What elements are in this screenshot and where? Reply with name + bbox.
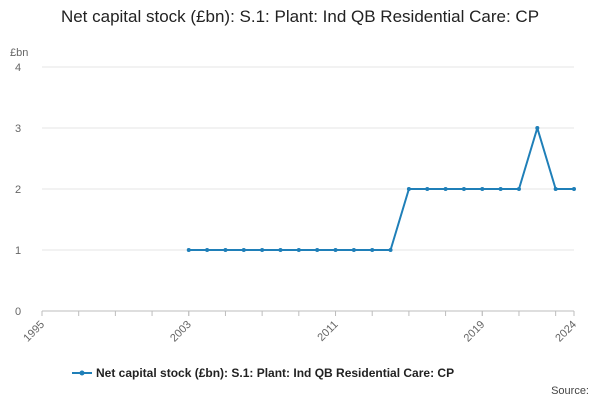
data-point[interactable]: [425, 187, 430, 191]
data-point[interactable]: [278, 248, 283, 252]
data-point[interactable]: [572, 187, 576, 191]
data-point[interactable]: [205, 248, 210, 252]
data-point[interactable]: [480, 187, 485, 191]
y-tick-label: 3: [15, 123, 21, 135]
y-tick-label: 0: [15, 306, 21, 318]
y-tick-label: 1: [15, 245, 21, 257]
data-point[interactable]: [498, 187, 503, 191]
data-point[interactable]: [315, 248, 320, 252]
grid-layer: [42, 66, 574, 251]
data-point[interactable]: [241, 248, 246, 252]
y-tick-label: 2: [15, 184, 21, 196]
data-point[interactable]: [260, 248, 265, 252]
x-tick-label: 1995: [21, 319, 47, 345]
data-point[interactable]: [461, 187, 466, 191]
series-line: [188, 127, 574, 251]
data-point[interactable]: [406, 187, 411, 191]
data-point[interactable]: [333, 248, 338, 252]
legend-entry-label: Net capital stock (£bn): S.1: Plant: Ind…: [96, 366, 454, 380]
source-label[interactable]: Source:: [551, 385, 589, 397]
data-point[interactable]: [535, 126, 540, 130]
data-point[interactable]: [370, 248, 375, 252]
data-point[interactable]: [351, 248, 356, 252]
data-point[interactable]: [443, 187, 448, 191]
legend-marker: [79, 370, 85, 376]
x-tick-label: 2024: [553, 319, 579, 345]
data-point[interactable]: [553, 187, 558, 191]
chart-title: Net capital stock (£bn): S.1: Plant: Ind…: [60, 7, 540, 26]
series-layer: [186, 126, 576, 252]
x-tick-label: 2011: [315, 319, 340, 344]
data-point[interactable]: [296, 248, 301, 252]
data-point[interactable]: [223, 248, 228, 252]
x-tick-label: 2019: [462, 319, 488, 345]
legend[interactable]: Net capital stock (£bn): S.1: Plant: Ind…: [72, 366, 454, 380]
y-tick-label: 4: [15, 62, 21, 74]
y-axis-unit-label: £bn: [10, 47, 28, 59]
data-point[interactable]: [388, 248, 393, 252]
data-point[interactable]: [516, 187, 521, 191]
x-tick-label: 2003: [168, 319, 194, 345]
data-point[interactable]: [186, 248, 191, 252]
axis-layer: 0 1 2 3 4 1995 2003 2011 2019 2024: [15, 62, 579, 344]
